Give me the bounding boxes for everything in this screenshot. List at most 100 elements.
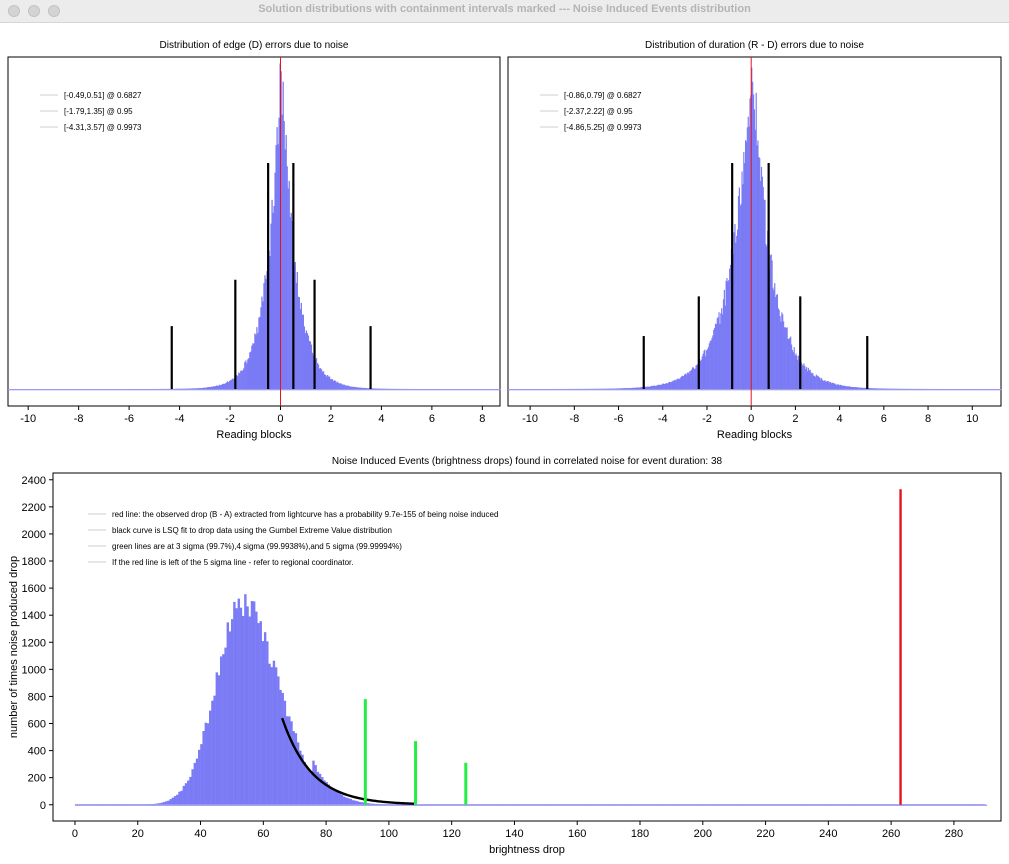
panel2-hist-bar	[641, 387, 643, 391]
panel2-hist-bar	[760, 180, 762, 391]
panel1-hist-bar	[219, 385, 222, 391]
panel2-hist-bar	[790, 344, 793, 391]
panel1-hist-bar	[296, 272, 298, 391]
panel3-hist-bar	[178, 791, 181, 806]
panel1-hist-bar	[236, 374, 238, 391]
panel2-hist-bar	[717, 317, 719, 391]
panel3-hist-bar	[246, 606, 249, 806]
panel2-hist-bar	[710, 340, 712, 391]
panel1-hist-bar	[258, 317, 260, 391]
panel1-x-tick-label: -2	[225, 413, 235, 425]
panel2-hist-bar	[826, 381, 828, 391]
panel2-hist-bar	[814, 376, 817, 391]
panel2-hist-bar	[747, 116, 749, 391]
panel3-hist-bar	[206, 723, 210, 806]
panel1-hist-bar	[227, 381, 229, 391]
panel1-hist-bar	[248, 358, 250, 391]
panel1-hist-bar	[288, 180, 290, 391]
panel3-y-tick-label: 1000	[22, 664, 46, 676]
window-titlebar: Solution distributions with containment …	[0, 0, 1009, 23]
panel2-hist-bar	[774, 283, 776, 391]
panel2-hist-bar	[829, 382, 831, 391]
panel2-hist-bar	[837, 384, 840, 391]
panel3-hist-bar	[182, 785, 186, 806]
panel2-hist-bar	[753, 109, 756, 391]
panel1-hist-bar	[333, 380, 336, 391]
panel2-hist-bar	[811, 373, 813, 391]
panel1-hist-bar	[321, 371, 324, 391]
panel2-hist-bar	[788, 339, 790, 391]
panel3-y-tick-label: 2000	[22, 529, 46, 541]
panel2-hist-bar	[638, 387, 641, 391]
panel2-hist-bar	[684, 373, 687, 391]
panel1-hist-bar	[246, 363, 248, 391]
close-button[interactable]	[8, 5, 20, 17]
panel2-hist-bar	[848, 386, 850, 391]
panel3-hist-bar	[191, 769, 194, 806]
panel1-hist-bar	[251, 345, 253, 391]
panel2-hist-bar	[721, 308, 723, 391]
panel1-hist-bar	[332, 381, 335, 391]
panel1-hist-bar	[316, 363, 319, 391]
panel1-hist-bar	[290, 212, 292, 391]
panel3-hist-bar	[984, 804, 988, 806]
panel3-hist-bar	[248, 616, 251, 806]
panel2-hist-bar	[756, 145, 758, 391]
panel2-hist-bar	[634, 387, 636, 391]
panel3-y-tick-label: 200	[28, 773, 46, 785]
panel1-hist-bar	[269, 256, 271, 391]
panel3-hist-bar	[277, 676, 280, 806]
panel1-hist-bar	[245, 360, 247, 391]
panel2-hist-bar	[821, 380, 824, 391]
panel2-hist-bar	[791, 349, 794, 391]
panel2-hist-bar	[762, 187, 764, 391]
panel1-hist-bar	[295, 282, 297, 391]
panel2-hist-bar	[688, 373, 690, 391]
panel1-hist-bar	[317, 364, 320, 391]
panel2-hist-bar	[738, 187, 740, 391]
panel2-hist-bar	[785, 327, 787, 391]
panel1-hist-bar	[232, 378, 234, 391]
panel3-hist-bar	[332, 788, 335, 806]
panel3-hist-bar	[169, 799, 172, 806]
panel1-hist-bar	[263, 283, 265, 391]
panel1-hist-bar	[270, 223, 272, 391]
panel1-hist-bar	[300, 302, 302, 391]
panel2-hist-bar	[659, 384, 661, 391]
panel2-hist-bar	[692, 367, 694, 391]
panel1-hist-bar	[352, 386, 354, 391]
panel2-hist-bar	[851, 386, 854, 391]
panel2-hist-bar	[691, 367, 694, 391]
panel2-hist-bar	[853, 387, 855, 391]
zoom-button[interactable]	[48, 5, 60, 17]
panel1-hist-bar	[280, 71, 282, 391]
panel1-hist-bar	[323, 374, 326, 391]
panel2-hist-bar	[668, 381, 671, 391]
panel3-hist-bar	[252, 601, 256, 806]
panel3-hist-bar	[316, 771, 320, 806]
panel1-x-tick-label: -4	[175, 413, 185, 425]
panel1-hist-bar	[348, 385, 350, 391]
panel3-hist-bar	[250, 600, 254, 806]
panel1-x-axis-label: Reading blocks	[216, 429, 292, 441]
panel2-hist-bar	[746, 127, 748, 391]
panel3-hist-bar	[167, 800, 170, 806]
panel1-x-tick-label: -6	[124, 413, 134, 425]
panel1-hist-bar	[330, 379, 333, 391]
panel1-hist-bar	[343, 384, 345, 391]
panel2-hist-bar	[695, 365, 697, 391]
panel1-hist-bar	[355, 387, 357, 391]
panel2-hist-bar	[677, 378, 679, 391]
panel3-y-tick-label: 0	[40, 800, 46, 812]
panel1-hist-bar	[322, 371, 325, 391]
panel1-hist-bar	[309, 341, 312, 391]
minimize-button[interactable]	[28, 5, 40, 17]
panel2-hist-bar	[654, 386, 656, 391]
panel1-hist-bar	[282, 81, 284, 391]
panel2-hist-bar	[696, 364, 698, 391]
panel2-hist-bar	[649, 386, 651, 391]
panel2-hist-bar	[850, 386, 852, 391]
panel3-hist-bar	[329, 786, 333, 806]
panel2-hist-bar	[748, 126, 750, 391]
panel1-hist-bar	[326, 375, 329, 391]
